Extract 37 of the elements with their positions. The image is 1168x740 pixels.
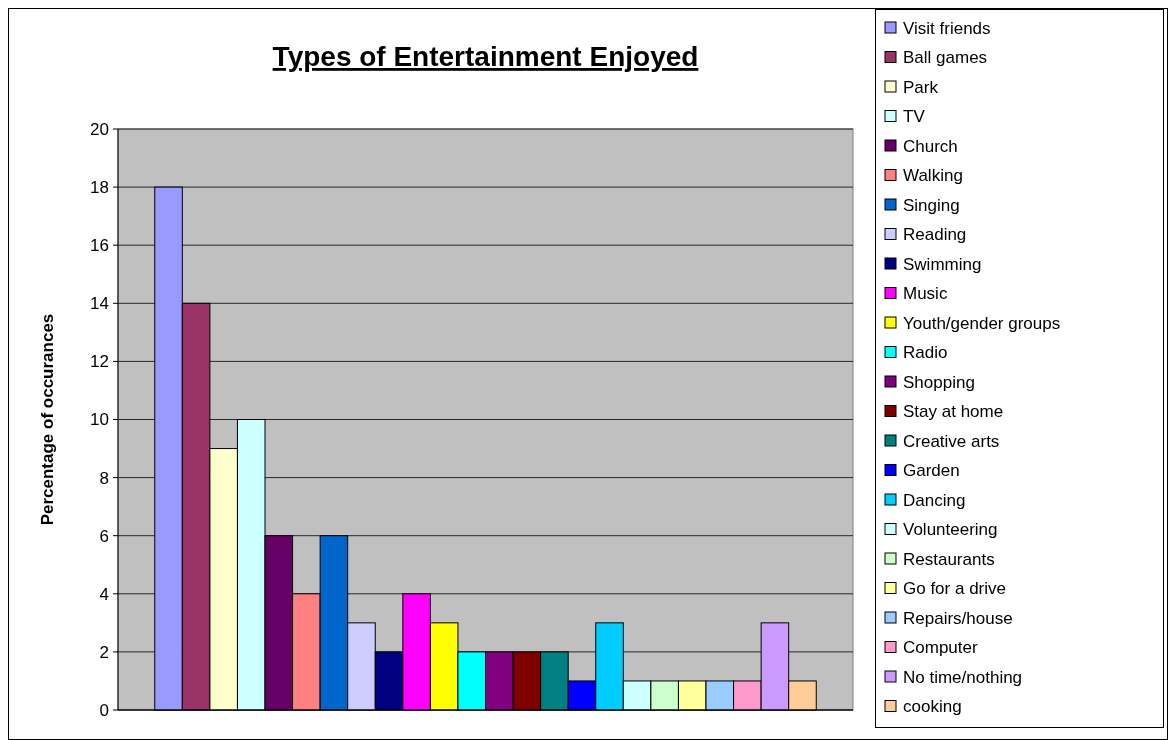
legend-label: Walking [903,166,963,186]
legend-label: Radio [903,343,948,363]
legend-label: Stay at home [903,402,1004,422]
y-tick-label: 16 [90,236,109,256]
y-tick-label: 10 [90,410,109,430]
legend-label: Park [903,77,939,97]
legend-label: Dancing [903,490,966,510]
y-tick-label: 0 [99,700,109,720]
legend-label: No time/nothing [903,667,1023,687]
chart-title: Types of Entertainment Enjoyed [272,41,699,72]
legend-label: Garden [903,461,960,481]
legend-label: Computer [903,638,978,658]
legend-label: Shopping [903,372,975,392]
y-tick-label: 20 [90,119,109,139]
legend-label: Church [903,136,958,156]
y-axis-title: Percentage of occurances [38,313,57,526]
legend-label: TV [903,107,926,127]
legend-label: Ball games [903,48,988,68]
legend-label: Restaurants [903,549,995,569]
legend-label: Youth/gender groups [903,313,1061,333]
legend-label: cooking [903,697,962,717]
legend-label: Music [903,284,948,304]
y-tick-label: 18 [90,178,109,198]
legend-label: Singing [903,195,960,215]
y-tick-label: 2 [99,642,109,662]
legend-label: Swimming [903,254,982,274]
legend-label: Volunteering [903,520,998,540]
y-tick-label: 4 [99,584,109,604]
legend-label: Repairs/house [903,608,1013,628]
y-tick-label: 14 [90,294,109,314]
legend-label: Reading [903,225,967,245]
y-tick-label: 6 [99,526,109,546]
legend-label: Go for a drive [903,579,1006,599]
legend-label: Visit friends [903,18,991,38]
y-tick-label: 12 [90,352,109,372]
y-tick-label: 8 [99,468,109,488]
legend-label: Creative arts [903,431,1000,451]
